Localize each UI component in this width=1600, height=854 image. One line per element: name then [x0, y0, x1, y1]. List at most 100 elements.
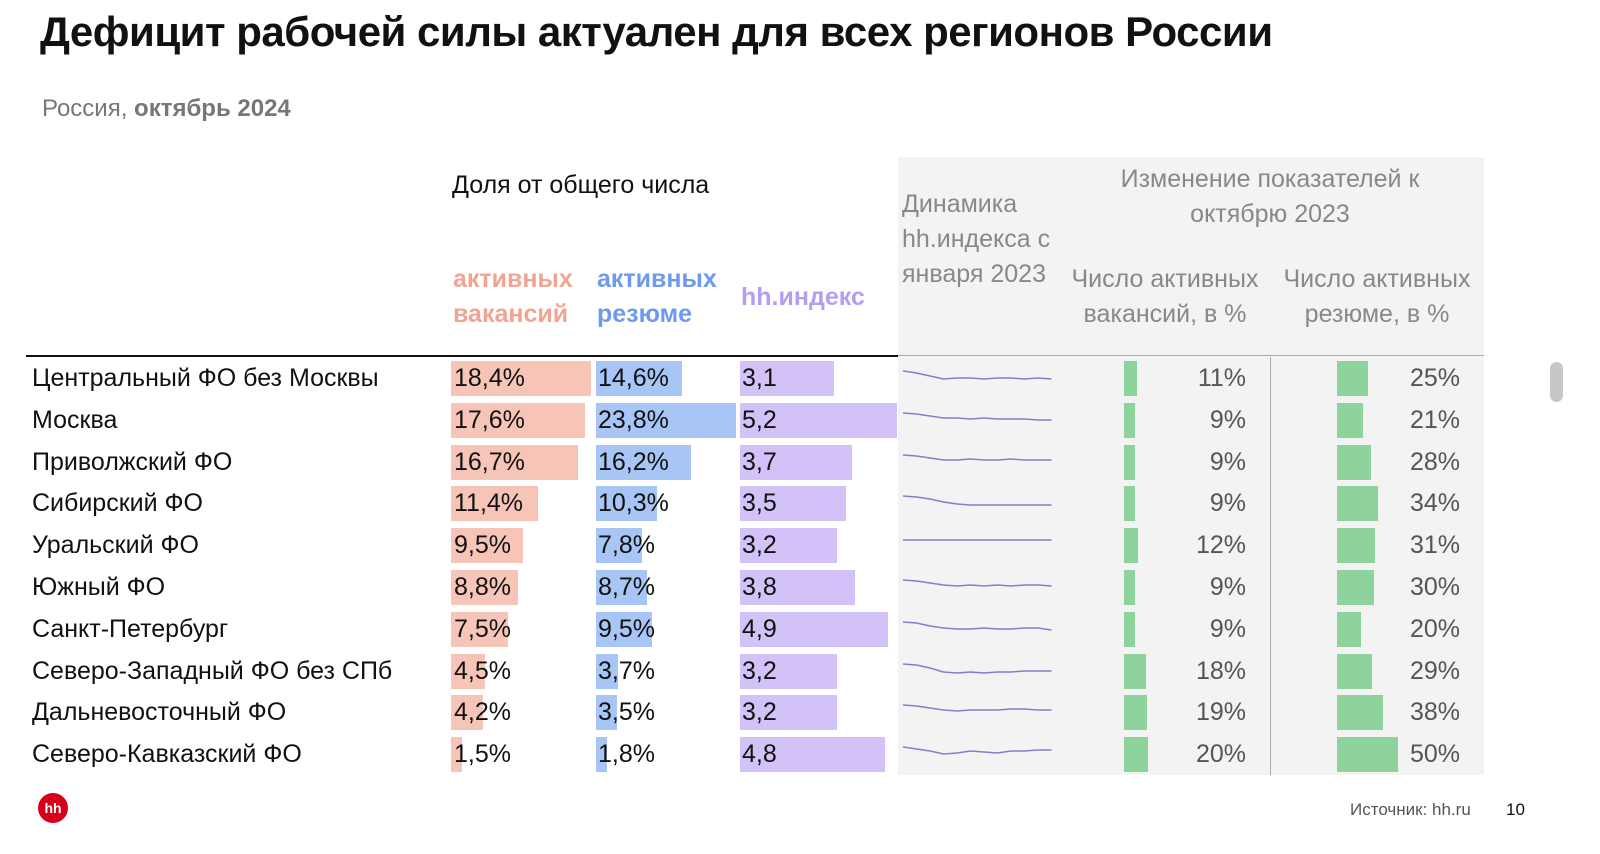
sparkline-path: [903, 412, 1052, 421]
sparkline-path: [903, 662, 1052, 674]
vacancy-change-value: 9%: [1209, 489, 1246, 518]
resumes-value: 14,6%: [598, 364, 669, 392]
panel-header-divider: [898, 355, 1484, 356]
hh-logo: hh: [38, 793, 68, 823]
vacancies-bar: [451, 737, 463, 773]
resumes-bar: [596, 528, 642, 564]
page-title: Дефицит рабочей силы актуален для всех р…: [40, 8, 1273, 55]
table-row: Дальневосточный ФО 4,2% 3,5% 3,2 19% 38%: [0, 693, 1600, 733]
resume-change-value: 20%: [1409, 614, 1460, 643]
page-number: 10: [1506, 800, 1525, 819]
sparkline-path: [903, 621, 1052, 631]
region-label: Уральский ФО: [32, 531, 199, 560]
resume-change-bar: [1337, 444, 1372, 480]
vacancy-change-bar: [1124, 486, 1135, 522]
resumes-value: 3,5%: [598, 698, 655, 727]
scrollbar-thumb[interactable]: [1550, 362, 1563, 402]
sparkline-path: [903, 704, 1052, 713]
region-label: Москва: [32, 405, 118, 434]
resume-change-bar: [1337, 737, 1398, 773]
index-bar: [740, 528, 837, 564]
vacancies-bar: [451, 444, 579, 480]
vacancies-value: 4,5%: [454, 656, 511, 685]
vacancies-value: 16,7%: [454, 447, 525, 476]
vacancy-change-bar: [1124, 611, 1135, 647]
resumes-value: 23,8%: [598, 405, 669, 434]
resumes-bar: [596, 486, 657, 522]
table-row: Южный ФО 8,8% 8,7% 3,8 9% 30%: [0, 568, 1600, 608]
resume-change-bar: [1337, 653, 1373, 689]
header-index: hh.индекс: [741, 283, 865, 311]
index-bar: [740, 653, 837, 689]
header-vacancies: активных вакансий: [453, 265, 573, 328]
vacancies-bar: [451, 361, 591, 396]
resume-change-bar: [1337, 402, 1363, 438]
region-label: Дальневосточный ФО: [32, 698, 287, 727]
vacancy-change-bar: [1124, 402, 1135, 438]
vacancies-value: 11,4%: [454, 489, 524, 518]
resumes-value: 16,2%: [598, 447, 669, 476]
sparkline-path: [903, 370, 1052, 380]
index-bar: [740, 361, 834, 396]
source-note: Источник: hh.ru: [1350, 800, 1471, 819]
table-row: Москва 17,6% 23,8% 5,2 9% 21%: [0, 401, 1600, 441]
index-value: 3,8: [742, 573, 777, 601]
vacancy-change-bar: [1124, 444, 1135, 480]
header-change: Изменение показателей к октябрю 2023: [1120, 165, 1420, 228]
index-sparkline: [903, 453, 1052, 461]
resume-change-value: 25%: [1409, 364, 1460, 392]
index-bar: [740, 570, 855, 605]
vacancy-change-bar: [1124, 695, 1147, 731]
header-resumes: активных резюме: [597, 265, 717, 328]
resumes-value: 7,8%: [598, 531, 655, 560]
index-value: 3,2: [742, 698, 777, 727]
resumes-bar: [596, 695, 617, 731]
resumes-bar: [596, 402, 736, 438]
region-label: Приволжский ФО: [32, 447, 233, 476]
table-row: Уральский ФО 9,5% 7,8% 3,2 12% 31%: [0, 526, 1600, 566]
vacancies-value: 9,5%: [454, 531, 511, 560]
resumes-bar: [596, 361, 682, 396]
table-row: Северо-Кавказский ФО 1,5% 1,8% 4,8 20% 50%: [0, 735, 1600, 775]
panel-column-divider: [1270, 357, 1271, 775]
resume-change-bar: [1337, 570, 1374, 605]
index-bar: [740, 611, 888, 647]
vacancies-value: 7,5%: [454, 614, 511, 643]
index-value: 3,2: [742, 656, 777, 685]
resume-change-value: 28%: [1409, 447, 1460, 476]
vacancy-change-bar: [1124, 737, 1148, 773]
resume-change-bar: [1337, 486, 1379, 522]
index-sparkline: [903, 746, 1052, 755]
vacancies-bar: [451, 402, 585, 438]
header-share: Доля от общего числа: [452, 171, 710, 199]
sparkline-path: [903, 579, 1052, 587]
sparkline-path: [903, 453, 1052, 461]
index-value: 3,7: [742, 447, 777, 476]
vacancies-bar: [451, 528, 524, 564]
region-label: Северо-Западный ФО без СПб: [32, 656, 393, 685]
subtitle-period: октябрь 2024: [134, 95, 291, 122]
table-row: Центральный ФО без Москвы 18,4% 14,6% 3,1 11…: [0, 359, 1600, 399]
vacancies-bar: [451, 611, 509, 647]
table-row: Сибирский ФО 11,4% 10,3% 3,5 9% 34%: [0, 484, 1600, 524]
vacancies-bar: [451, 695, 483, 731]
resumes-bar: [596, 611, 652, 647]
index-sparkline: [903, 704, 1052, 713]
index-sparkline: [903, 662, 1052, 674]
page-subtitle: Россия, октябрь 2024: [42, 95, 291, 123]
vacancies-value: 4,2%: [454, 698, 511, 727]
table-header-divider: [26, 355, 898, 357]
index-value: 3,1: [742, 364, 777, 392]
header-dynamics: Динамика hh.индекса с января 2023: [902, 190, 1051, 288]
resume-change-bar: [1337, 695, 1384, 731]
vacancy-change-bar: [1124, 528, 1139, 564]
index-value: 3,5: [742, 489, 777, 518]
resumes-bar: [596, 444, 692, 480]
vacancies-value: 17,6%: [454, 405, 525, 434]
vacancies-bar: [451, 570, 518, 605]
index-sparkline: [903, 370, 1052, 380]
resume-change-value: 50%: [1409, 740, 1460, 769]
table-row: Северо-Западный ФО без СПб 4,5% 3,7% 3,2 18%…: [0, 652, 1600, 692]
resumes-bar: [596, 570, 648, 605]
resumes-bar: [596, 737, 607, 773]
